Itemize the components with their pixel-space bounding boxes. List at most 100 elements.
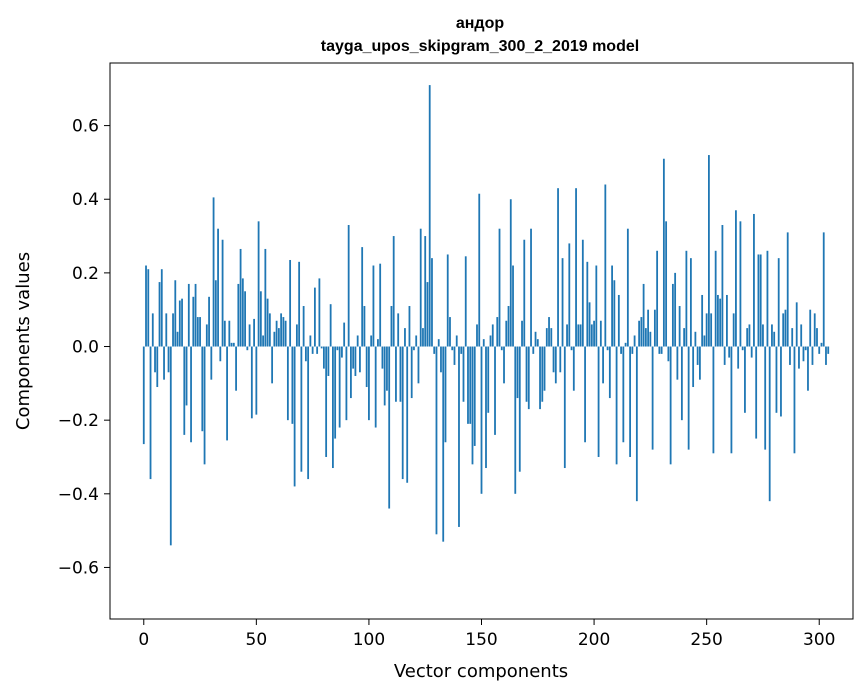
bar-194 [579,324,582,347]
bar-275 [762,324,764,347]
bar-19 [185,346,188,406]
bar-88 [341,346,343,358]
bar-272 [755,346,758,439]
bar-140 [458,346,460,527]
bar-102 [372,265,375,347]
bar-57 [271,346,274,384]
bar-269 [748,324,751,347]
bar-121 [415,335,418,347]
bar-289 [793,346,796,454]
bar-230 [660,346,663,354]
bar-199 [590,324,593,347]
bar-203 [599,320,602,347]
bar-302 [822,232,825,347]
bar-84 [332,346,334,469]
bar-191 [572,346,575,391]
bar-51 [257,221,260,347]
bar-103 [374,346,377,428]
bar-148 [476,324,478,347]
bar-159 [500,346,503,351]
bar-246 [696,346,699,365]
x-tick-label: 200 [578,630,610,650]
bar-287 [789,346,791,365]
bar-119 [410,346,413,399]
bar-161 [505,320,508,347]
bar-16 [178,300,181,347]
bar-233 [667,346,670,362]
bar-110 [390,306,393,347]
bar-24 [196,317,199,347]
bar-106 [381,346,384,369]
bar-49 [253,318,255,347]
bar-15 [176,331,179,347]
bar-190 [570,346,573,351]
bar-171 [527,346,530,410]
bar-137 [451,346,454,351]
bar-277 [766,250,769,347]
bar-225 [649,331,652,347]
bar-245 [694,331,697,347]
bar-68 [295,324,298,347]
x-axis-label: Vector components [394,661,568,682]
bar-92 [350,346,352,399]
bar-210 [615,346,618,465]
bar-185 [559,346,562,373]
bar-17 [181,298,183,347]
bar-91 [347,225,350,347]
bar-31 [212,197,215,347]
bar-90 [345,346,348,421]
bar-18 [183,346,186,435]
bar-174 [534,331,537,347]
bar-182 [552,346,555,373]
bar-3 [149,346,152,480]
x-axis-ticks: 0 50 100 150 200 250 300 [138,619,835,650]
bar-79 [320,346,323,349]
bar-9 [163,346,165,380]
bar-162 [507,306,510,347]
bar-259 [726,294,728,347]
bar-173 [532,346,535,354]
bar-113 [397,313,400,347]
bar-239 [680,346,683,421]
bar-87 [338,346,341,428]
bar-155 [491,324,494,347]
bar-67 [293,346,296,487]
bar-206 [606,346,609,351]
bar-228 [656,250,659,347]
y-tick-label: 0.2 [72,264,99,284]
bar-133 [442,346,445,542]
y-axis-label: Components values [13,252,34,430]
bar-196 [584,346,586,443]
bar-13 [172,313,174,347]
bar-136 [449,317,451,347]
bar-93 [352,346,355,369]
bar-282 [777,258,780,347]
y-tick-label: 0.0 [72,338,99,358]
bar-178 [543,346,546,391]
bar-147 [473,346,476,446]
bar-264 [737,346,740,369]
bar-167 [518,346,521,472]
bar-44 [241,278,244,347]
bar-154 [489,335,492,347]
bar-221 [640,317,643,347]
bar-14 [174,280,177,347]
bar-43 [239,248,242,347]
bar-74 [309,335,312,347]
bar-231 [662,158,665,347]
bar-127 [428,85,431,347]
bar-242 [687,346,690,450]
bar-122 [417,346,420,384]
bar-25 [199,317,201,347]
bar-255 [717,294,719,347]
bar-58 [273,331,276,347]
bar-69 [298,261,301,347]
bar-71 [302,306,305,347]
bar-66 [291,346,294,424]
bar-118 [408,306,411,347]
bar-189 [568,243,571,347]
bar-215 [626,228,629,347]
bar-40 [232,342,235,347]
bar-188 [566,324,568,347]
bar-198 [588,302,591,347]
